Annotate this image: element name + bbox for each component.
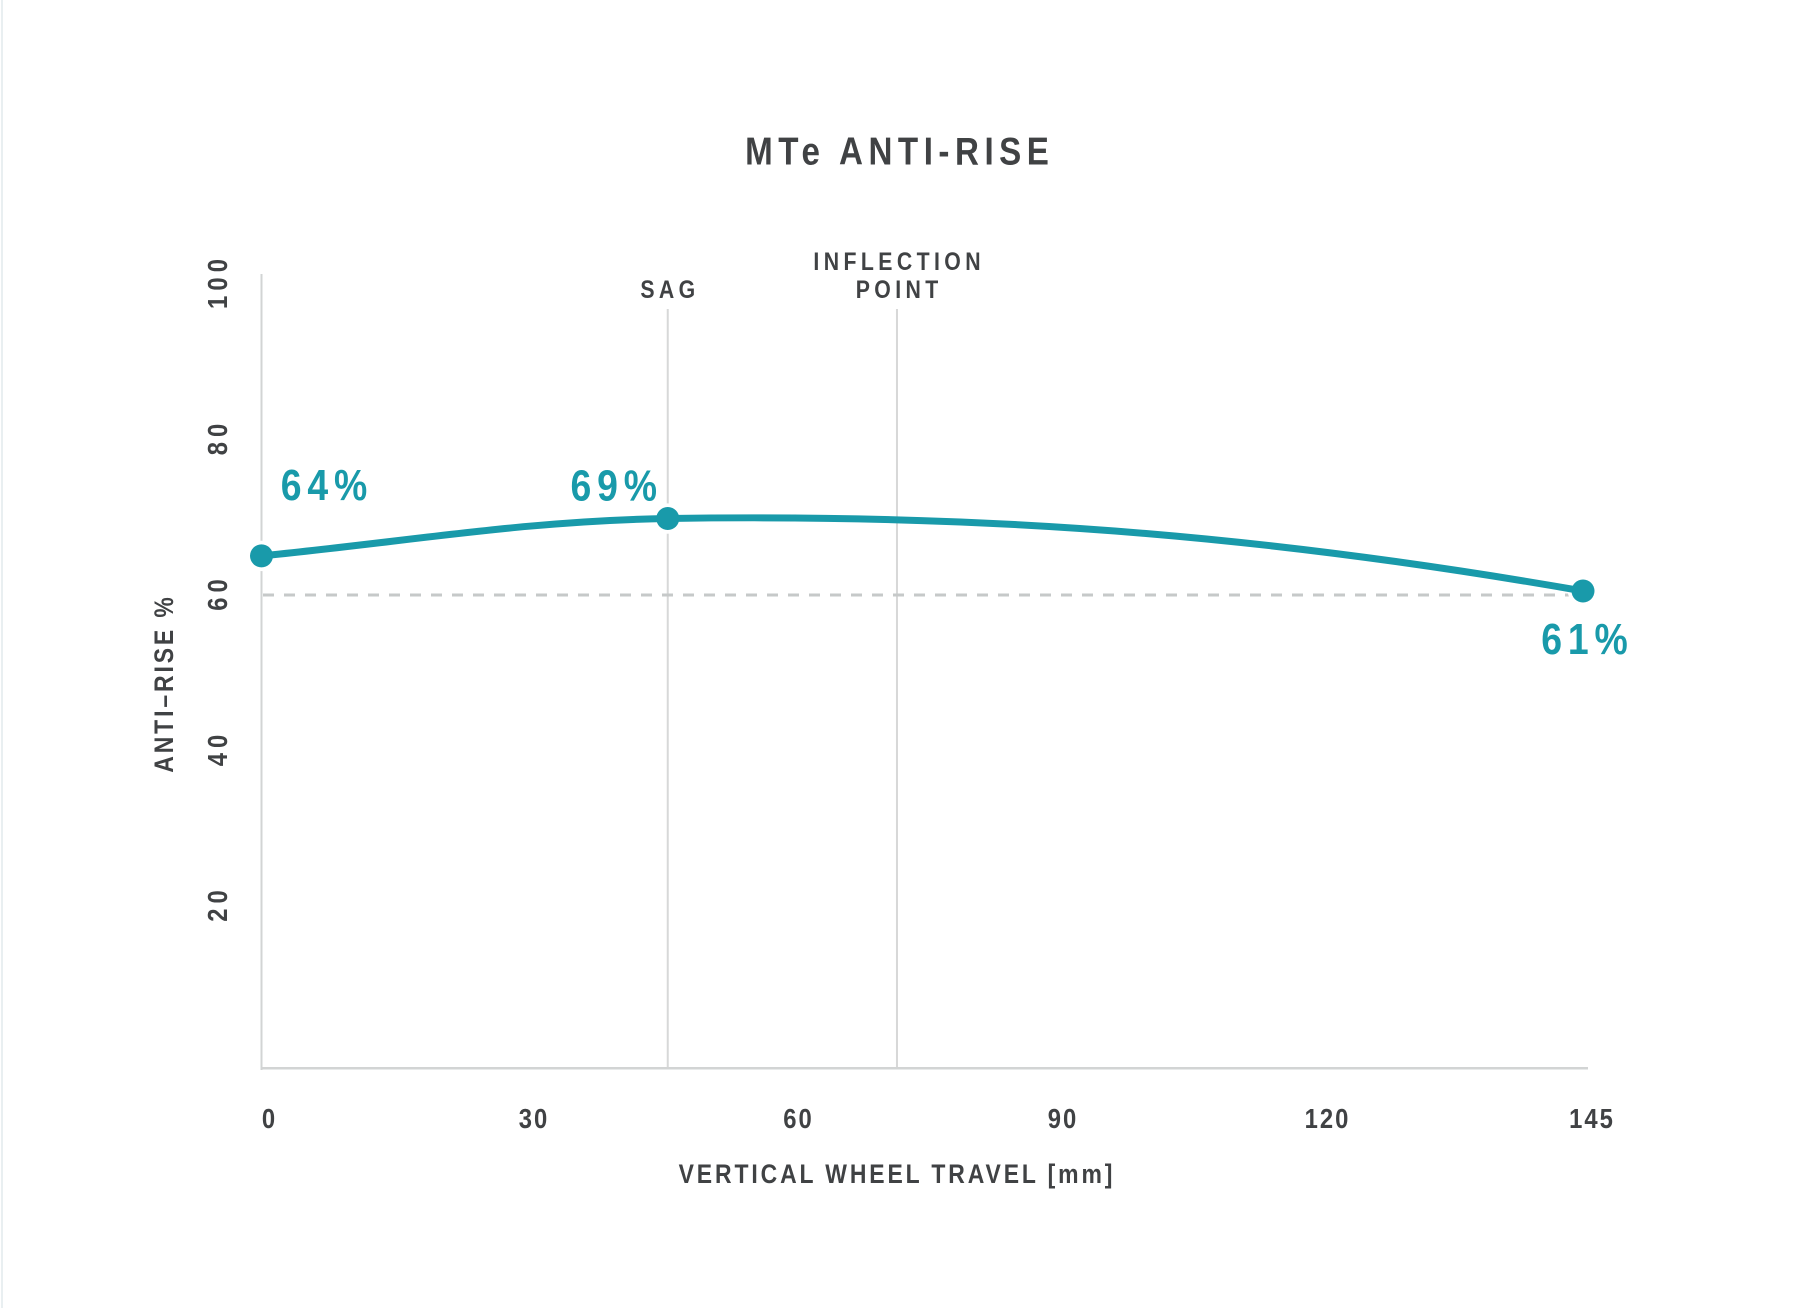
x-tick-label-0: 0 xyxy=(262,1102,277,1134)
point-value-label-69pct: 69% xyxy=(571,461,663,511)
y-tick-label-20: 20 xyxy=(201,885,233,922)
y-tick-label-100: 100 xyxy=(201,254,233,309)
y-tick-label-80: 80 xyxy=(201,419,233,456)
left-edge-tint xyxy=(1,0,3,1308)
point-value-label-64pct: 64% xyxy=(281,460,373,510)
x-tick-label-90: 90 xyxy=(1048,1102,1079,1134)
data-point-45mm xyxy=(656,507,680,531)
data-point-145mm xyxy=(1571,579,1595,603)
y-axis-title: ANTI–RISE % xyxy=(149,594,179,772)
data-point-0mm xyxy=(250,544,273,568)
y-tick-label-60: 60 xyxy=(201,574,233,611)
x-tick-label-30: 30 xyxy=(519,1102,550,1134)
point-value-label-61pct: 61% xyxy=(1541,614,1633,664)
axes-group xyxy=(260,274,1588,1070)
gridlines-group xyxy=(666,309,898,1068)
y-tick-label-40: 40 xyxy=(201,730,233,767)
annotation-label-point: POINT xyxy=(856,275,943,303)
x-tick-label-145: 145 xyxy=(1569,1102,1615,1134)
labels-group: MTe ANTI-RISE VERTICAL WHEEL TRAVEL [mm]… xyxy=(149,129,1633,1190)
x-tick-label-60: 60 xyxy=(783,1102,814,1134)
points-group xyxy=(250,507,1595,603)
anti-rise-curve xyxy=(258,514,1587,595)
curve-group xyxy=(258,514,1587,595)
annotation-label-inflection: INFLECTION xyxy=(813,247,985,275)
chart-title: MTe ANTI-RISE xyxy=(745,129,1054,173)
x-axis-title: VERTICAL WHEEL TRAVEL [mm] xyxy=(679,1159,1116,1189)
annotation-label-sag: SAG xyxy=(640,275,699,303)
x-tick-label-120: 120 xyxy=(1305,1102,1351,1134)
